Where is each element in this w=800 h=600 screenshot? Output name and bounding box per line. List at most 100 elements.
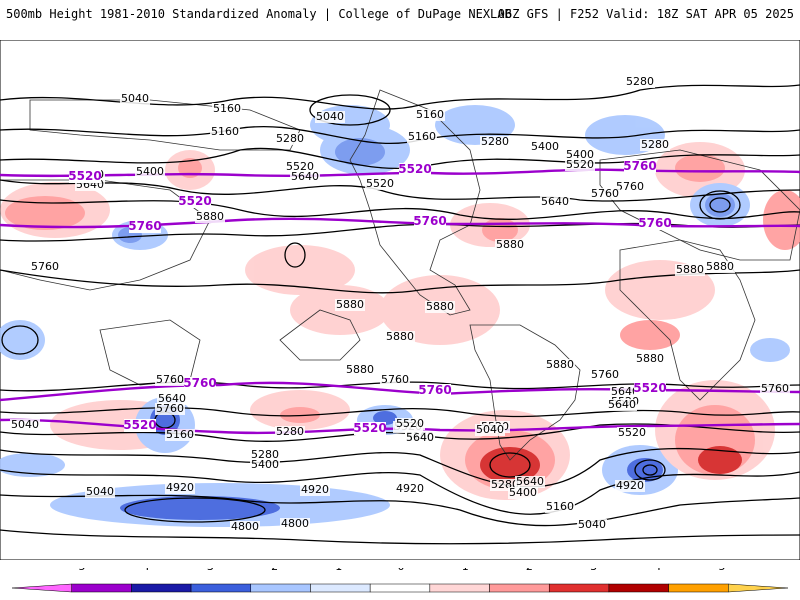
contour-label: 5640 [608, 398, 636, 411]
contour-label: 5400 [136, 165, 164, 178]
contour-label: 5880 [196, 210, 224, 223]
contour-label: 5880 [386, 330, 414, 343]
contour-label: 5040 [578, 518, 606, 531]
colorbar-swatch [489, 583, 550, 593]
model-run-info: 06Z GFS | F252 Valid: 18Z SAT APR 05 202… [497, 7, 794, 21]
contour-label: 5280 [251, 448, 279, 461]
colorbar-tick-label: -4 [139, 568, 150, 573]
contour-label: 5280 [641, 138, 669, 151]
contour-label: 4920 [301, 483, 329, 496]
contour-label: 5640 [516, 475, 544, 488]
colorbar-swatch [608, 583, 669, 593]
contour-label: 5520 [366, 177, 394, 190]
coastlines [0, 89, 800, 461]
contour-label: 5760 [156, 402, 184, 415]
highlight-contour-label: 5760 [638, 216, 671, 230]
colorbar-tick-label: -5 [75, 568, 86, 573]
contour-label: 5880 [676, 263, 704, 276]
contour-label: 5640 [406, 431, 434, 444]
highlight-contour-label: 5760 [623, 159, 656, 173]
contour-label: 5520 [396, 417, 424, 430]
colorbar-swatch [131, 583, 192, 593]
contour-label: 5880 [336, 298, 364, 311]
highlight-contour-label: 5760 [413, 214, 446, 228]
chart-title: 500mb Height 1981-2010 Standardized Anom… [6, 7, 512, 21]
highlight-contour-label: 5520 [398, 162, 431, 176]
colorbar-swatch [11, 583, 72, 593]
contour-label: 5640 [541, 195, 569, 208]
colorbar-swatch [728, 583, 789, 593]
contour-label: 5160 [211, 125, 239, 138]
colorbar-swatch [250, 583, 311, 593]
contour-label: 5520 [286, 160, 314, 173]
highlight-contour-label: 5520 [633, 381, 666, 395]
header-bar: 500mb Height 1981-2010 Standardized Anom… [0, 0, 800, 26]
highlight-contour-label: 5760 [183, 376, 216, 390]
colorbar-swatch [548, 583, 610, 593]
colorbar-swatch [310, 583, 371, 593]
contour-label: 5880 [426, 300, 454, 313]
contour-label: 5280 [276, 425, 304, 438]
highlight-contour-label: 5520 [178, 194, 211, 208]
colorbar-swatch [369, 583, 431, 593]
contour-label: 5760 [591, 187, 619, 200]
contour-label: 5040 [316, 110, 344, 123]
colorbar-tick-label: 3 [590, 568, 597, 573]
colorbar-swatch [190, 583, 252, 593]
contour-label: 5760 [761, 382, 789, 395]
contour-label: 5880 [706, 260, 734, 273]
contour-label: 5880 [546, 358, 574, 371]
colorbar-tick-label: -1 [331, 568, 342, 573]
colorbar-swatch [668, 583, 729, 593]
contour-label: 5640 [158, 392, 186, 405]
contour-label: 5160 [416, 108, 444, 121]
contour-label: 4920 [166, 481, 194, 494]
contour-label: 5400 [509, 486, 537, 499]
contour-label: 4920 [616, 479, 644, 492]
colorbar-tick-label: 5 [719, 568, 726, 573]
highlight-contour-label: 5520 [123, 418, 156, 432]
contour-label: 5760 [156, 373, 184, 386]
contour-label: 5760 [381, 373, 409, 386]
contour-label: 5640 [611, 385, 639, 398]
contour-label: 5040 [11, 418, 39, 431]
contour-label: 5400 [531, 140, 559, 153]
contour-label: 5400 [566, 148, 594, 161]
highlight-contour-label: 5520 [353, 421, 386, 435]
contour-label: 5880 [496, 238, 524, 251]
highlight-contour-label: 5520 [68, 169, 101, 183]
colorbar-tick-label: 1 [462, 568, 469, 573]
highlight-contour-label: 5760 [418, 383, 451, 397]
colorbar-tick-label: 2 [526, 568, 533, 573]
colorbar-tick-label: -2 [267, 568, 278, 573]
contour-label: 5760 [616, 180, 644, 193]
contour-label: 5280 [626, 75, 654, 88]
colorbar-tick-label: -3 [203, 568, 214, 573]
contour-label: 5760 [591, 368, 619, 381]
contour-label: 5040 [86, 485, 114, 498]
contour-label: 5280 [276, 132, 304, 145]
contour-label: 5880 [346, 363, 374, 376]
contour-label: 5040 [476, 423, 504, 436]
contour-label: 5760 [31, 260, 59, 273]
colorbar: -5 -4 -3 -2 -1 0 1 2 3 4 5 [11, 568, 789, 593]
contour-label: 5520 [566, 158, 594, 171]
contour-label: 5160 [166, 428, 194, 441]
contour-label: 5160 [408, 130, 436, 143]
highlight-contour-label: 5760 [128, 219, 161, 233]
contour-label: 5400 [251, 458, 279, 471]
contour-label: 4800 [231, 520, 259, 533]
contour-label: 4920 [396, 482, 424, 495]
colorbar-tick-label: 4 [654, 568, 661, 573]
contour-label: 5040 [121, 92, 149, 105]
contour-label: 5880 [636, 352, 664, 365]
colorbar-swatch [429, 583, 490, 593]
contour-label: 5520 [618, 426, 646, 439]
contour-label: 5160 [546, 500, 574, 513]
contour-label: 5640 [291, 170, 319, 183]
colorbar-tick-label: 0 [398, 568, 405, 573]
contour-label: 4800 [281, 517, 309, 530]
